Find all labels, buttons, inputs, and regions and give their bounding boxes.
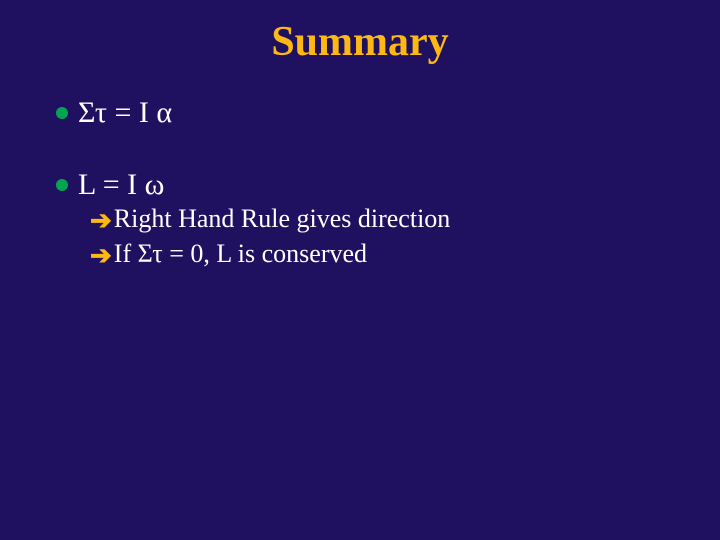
bullet-level1: L = I ω (56, 166, 680, 204)
spacer (56, 132, 680, 166)
arrow-icon: ➔ (90, 205, 112, 238)
bullet-dot-icon (56, 179, 68, 191)
bullet-level2: ➔If Στ = 0, L is conserved (56, 238, 680, 273)
bullet-dot-icon (56, 107, 68, 119)
slide: Summary Στ = I αL = I ω➔Right Hand Rule … (0, 0, 720, 540)
bullet-level2: ➔Right Hand Rule gives direction (56, 203, 680, 238)
slide-title: Summary (0, 18, 720, 66)
sub-bullet-text: If Στ = 0, L is conserved (114, 238, 680, 271)
sub-bullet-text: Right Hand Rule gives direction (114, 203, 680, 236)
bullet-level1: Στ = I α (56, 94, 680, 132)
bullet-text: L = I ω (78, 166, 680, 204)
slide-content: Στ = I αL = I ω➔Right Hand Rule gives di… (0, 94, 720, 272)
arrow-icon: ➔ (90, 240, 112, 273)
bullet-text: Στ = I α (78, 94, 680, 132)
